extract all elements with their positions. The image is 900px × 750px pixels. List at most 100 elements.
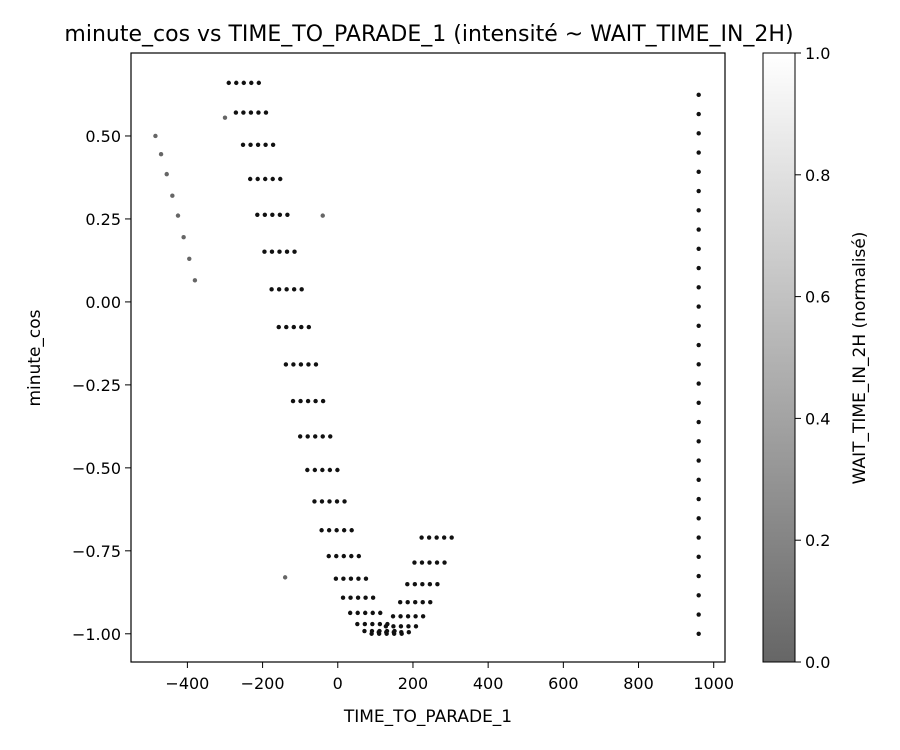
band-point: [299, 324, 304, 330]
x-tick-label: 0: [333, 674, 343, 693]
band-point: [313, 362, 319, 367]
vertical-series-point: [696, 304, 701, 309]
band-point: [426, 535, 432, 540]
y-tick-label: −0.50: [72, 459, 121, 478]
band-point: [435, 582, 440, 587]
colorbar-tick-label: 0.6: [805, 288, 830, 307]
band-point: [262, 212, 268, 218]
vertical-series-point: [696, 631, 701, 636]
band-point: [355, 621, 360, 627]
outlier-point: [222, 115, 228, 120]
vertical-series-point: [696, 419, 701, 425]
band-point: [284, 324, 289, 330]
band-point: [284, 249, 290, 254]
band-point: [241, 80, 246, 86]
band-point: [413, 624, 419, 629]
band-point: [240, 142, 246, 147]
y-tick-label: −0.75: [72, 542, 121, 561]
band-point: [327, 467, 333, 473]
band-point: [270, 142, 276, 147]
vertical-series-point: [696, 535, 701, 540]
band-point: [277, 212, 283, 218]
band-point: [297, 434, 303, 439]
band-point: [333, 576, 339, 581]
band-point: [378, 610, 383, 616]
vertical-series-point: [696, 554, 701, 559]
vertical-series-point: [696, 208, 701, 213]
band-point: [298, 362, 304, 367]
band-point: [263, 176, 268, 182]
plot-area: [153, 80, 701, 636]
vertical-series-point: [696, 400, 701, 406]
colorbar: 0.0 0.2 0.4 0.6 0.8 1.0: [762, 44, 830, 672]
x-tick-label: 200: [398, 674, 429, 693]
outlier-point: [282, 575, 288, 580]
y-tick-label: −1.00: [72, 625, 121, 644]
band-point: [263, 110, 269, 115]
vertical-series-point: [696, 439, 701, 444]
x-tick-label: −400: [165, 674, 209, 693]
band-point: [427, 582, 433, 587]
band-point: [419, 560, 425, 565]
band-point: [385, 621, 390, 627]
band-point: [269, 287, 274, 292]
band-point: [326, 553, 331, 559]
band-point: [420, 614, 426, 619]
band-point: [255, 212, 260, 218]
vertical-series-point: [696, 131, 701, 136]
band-point: [348, 576, 354, 581]
axes-frame: [130, 52, 726, 663]
band-point: [249, 80, 254, 86]
outlier-point: [175, 213, 181, 218]
band-point: [291, 362, 296, 367]
band-point: [428, 599, 433, 605]
band-point: [342, 499, 347, 504]
band-point: [248, 110, 254, 115]
vertical-series-point: [696, 188, 701, 194]
band-point: [226, 80, 231, 86]
band-point: [406, 624, 411, 629]
band-point: [341, 528, 347, 533]
band-point: [348, 595, 353, 600]
band-point: [334, 499, 340, 504]
band-point: [306, 362, 311, 367]
band-point: [349, 528, 354, 533]
vertical-series-point: [696, 516, 701, 521]
x-tick-label: 800: [623, 674, 654, 693]
colorbar-tick-label: 0.4: [805, 409, 830, 428]
chart-title: minute_cos vs TIME_TO_PARADE_1 (intensit…: [64, 22, 793, 47]
band-point: [320, 467, 325, 473]
band-point: [405, 614, 411, 619]
colorbar-label: WAIT_TIME_IN_2H (normalisé): [850, 232, 870, 485]
band-point: [247, 176, 253, 182]
band-point: [356, 553, 362, 559]
vertical-series-point: [696, 477, 701, 482]
axes: −400 −200 0 200 400 600 800 1000 0.50 0.25 0.00 −0.…: [72, 52, 734, 693]
band-point: [356, 576, 361, 581]
band-point: [276, 287, 282, 292]
outlier-point: [170, 193, 175, 198]
band-point: [392, 628, 397, 634]
band-point: [377, 621, 383, 627]
band-point: [412, 582, 418, 587]
band-point: [355, 595, 361, 600]
band-point: [305, 434, 310, 439]
band-point: [270, 176, 275, 182]
band-point: [256, 110, 261, 115]
band-point: [255, 176, 260, 182]
band-point: [449, 535, 454, 540]
band-point: [319, 499, 325, 504]
band-point: [362, 628, 367, 634]
band-point: [334, 553, 339, 559]
band-point: [234, 80, 239, 86]
band-point: [377, 628, 382, 634]
vertical-series-point: [696, 573, 701, 579]
band-point: [233, 110, 239, 115]
band-point: [369, 628, 375, 634]
band-point: [263, 142, 268, 147]
band-point: [370, 621, 375, 627]
band-point: [327, 499, 332, 504]
band-point: [248, 142, 253, 147]
outlier-point: [320, 213, 325, 218]
vertical-series-point: [696, 111, 701, 117]
